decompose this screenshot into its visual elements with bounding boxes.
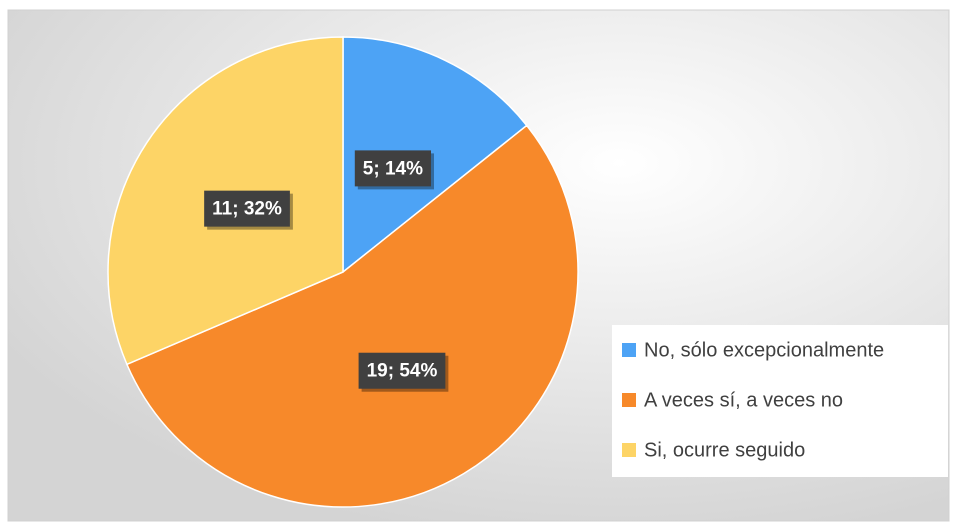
data-label-box [354, 150, 431, 187]
data-label-group: 5; 14% [354, 150, 434, 190]
legend-label: Si, ocurre seguido [644, 439, 805, 461]
data-label-group: 19; 54% [358, 352, 449, 392]
legend-box [612, 325, 948, 477]
data-label: 5; 14% [363, 158, 423, 179]
legend-marker [622, 393, 636, 407]
data-label-box [358, 352, 446, 389]
data-label: 11; 32% [212, 199, 282, 220]
legend-label: A veces sí, a veces no [644, 389, 843, 411]
data-label-box [204, 190, 290, 227]
pie-slice [342, 36, 528, 274]
data-label-group: 11; 32% [204, 190, 293, 230]
legend-marker [622, 443, 636, 457]
pie-slice [125, 124, 579, 508]
data-label: 19; 54% [367, 361, 438, 382]
legend-label: No, sólo excepcionalmente [644, 339, 884, 361]
legend-marker [622, 343, 636, 357]
